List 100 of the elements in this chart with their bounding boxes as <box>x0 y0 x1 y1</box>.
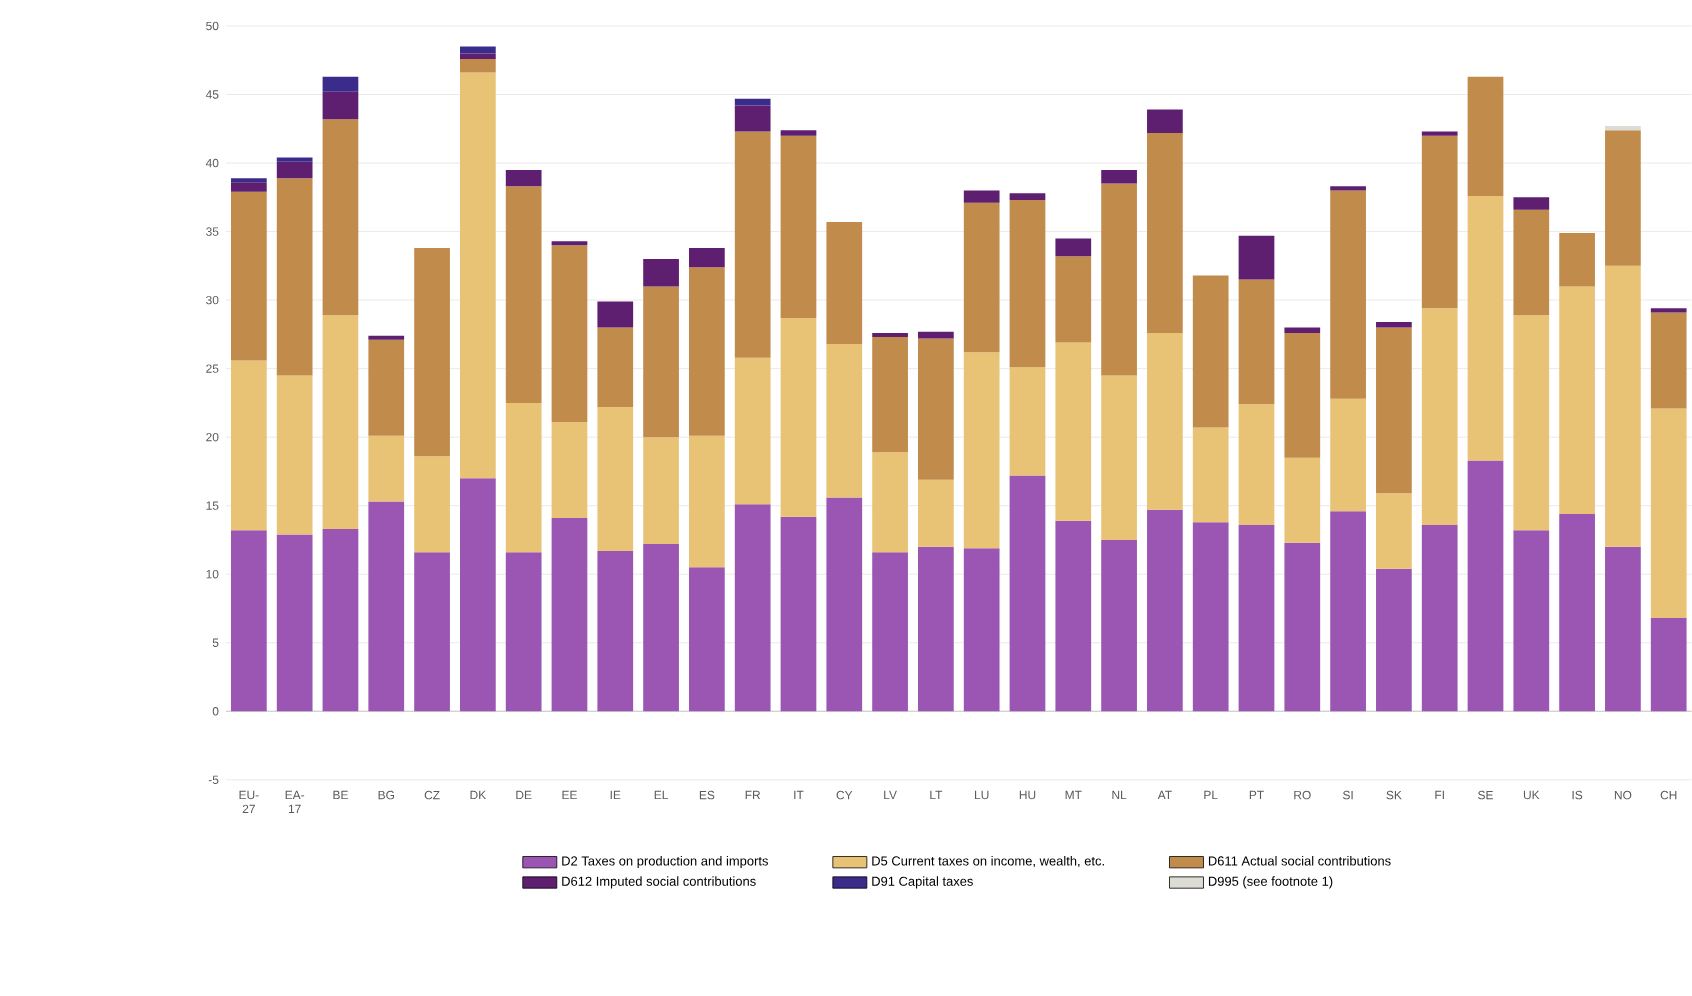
bar <box>1238 279 1275 405</box>
bar <box>1284 333 1321 458</box>
bar <box>597 407 634 552</box>
bar <box>1330 398 1366 512</box>
bar <box>1513 197 1550 210</box>
bar <box>963 548 1000 712</box>
bar <box>1009 367 1046 476</box>
bar <box>826 497 863 712</box>
bar <box>1513 530 1550 712</box>
bar <box>1467 460 1504 712</box>
bar <box>1284 542 1321 712</box>
bar <box>1559 514 1595 712</box>
bar <box>689 567 725 712</box>
bar <box>1238 235 1275 280</box>
bar <box>963 352 1000 549</box>
bar <box>414 456 450 553</box>
bar <box>322 315 359 530</box>
bar <box>460 59 496 73</box>
bar <box>1192 275 1229 428</box>
bar <box>963 202 1000 353</box>
bar <box>1330 190 1366 399</box>
bar <box>368 435 405 502</box>
bar <box>734 504 771 712</box>
bar <box>1376 322 1412 328</box>
bar <box>643 286 679 438</box>
bar <box>643 437 679 545</box>
bar <box>780 130 817 136</box>
bar <box>1147 333 1183 510</box>
bar <box>460 53 496 60</box>
bar <box>1238 404 1275 525</box>
bar <box>1467 76 1504 197</box>
bar <box>230 360 267 531</box>
bar <box>460 72 496 479</box>
bar <box>1284 327 1321 334</box>
bar <box>505 403 542 553</box>
bar <box>230 530 267 712</box>
bar <box>918 546 954 712</box>
bar <box>414 248 450 457</box>
bar <box>1605 265 1641 547</box>
bar <box>1467 196 1504 461</box>
bar <box>505 552 542 712</box>
bar <box>918 338 954 480</box>
bar <box>1009 200 1046 368</box>
bar <box>322 76 359 92</box>
bar <box>230 191 267 361</box>
bar <box>1421 135 1458 309</box>
bar <box>505 186 542 404</box>
bar <box>597 301 634 328</box>
bar <box>597 551 634 712</box>
bar <box>460 478 496 712</box>
bar <box>1238 525 1275 712</box>
bar <box>689 248 725 268</box>
bar <box>963 190 1000 203</box>
bar <box>322 119 359 316</box>
bar <box>734 131 771 358</box>
bar <box>643 259 679 287</box>
bar <box>1421 525 1458 712</box>
bar <box>276 534 313 712</box>
bar <box>276 161 313 179</box>
bar <box>1650 312 1687 409</box>
bar <box>872 337 908 453</box>
bar <box>551 518 588 712</box>
bar <box>1147 509 1183 712</box>
bar <box>505 170 542 187</box>
bar <box>826 344 863 498</box>
bar <box>1101 375 1137 541</box>
bar <box>1192 427 1229 523</box>
bar <box>1559 233 1595 287</box>
bar <box>1605 546 1641 712</box>
bar <box>1055 520 1092 712</box>
bar <box>1513 315 1550 531</box>
bar <box>780 516 817 712</box>
bar <box>368 501 405 712</box>
bar <box>368 339 405 436</box>
bar <box>597 327 634 408</box>
bar <box>322 529 359 712</box>
bar <box>643 544 679 712</box>
bar <box>1192 522 1229 712</box>
bar <box>734 357 771 505</box>
bar <box>551 422 588 519</box>
bar <box>551 245 588 423</box>
bar <box>1330 511 1366 712</box>
bar <box>1009 475 1046 712</box>
bar <box>689 267 725 436</box>
bar <box>1376 568 1412 712</box>
bar <box>1055 238 1092 257</box>
bar <box>918 479 954 547</box>
bar <box>414 552 450 712</box>
bar <box>1101 183 1137 376</box>
bar <box>734 105 771 132</box>
bar <box>1513 209 1550 316</box>
bar <box>1559 286 1595 515</box>
bar <box>1605 130 1641 266</box>
bar <box>1376 327 1412 494</box>
bar <box>1421 308 1458 525</box>
bar <box>780 135 817 319</box>
bar <box>1650 408 1687 619</box>
bar <box>276 375 313 535</box>
bar <box>1101 540 1137 712</box>
bar <box>1284 457 1321 543</box>
